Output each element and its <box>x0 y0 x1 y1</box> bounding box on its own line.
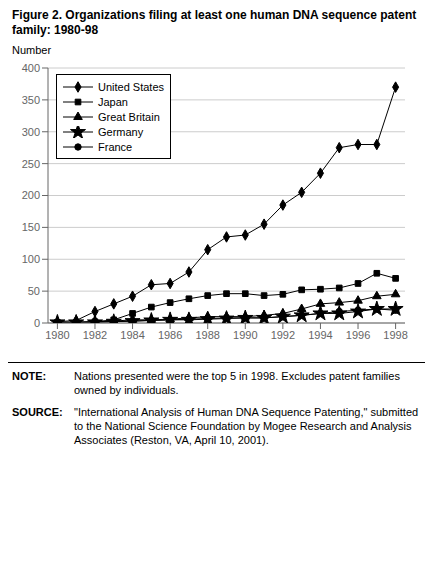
html-text:Great Britain: Great Britain <box>98 110 160 123</box>
svg-text:1988: 1988 <box>195 329 219 341</box>
svg-text:350: 350 <box>22 94 40 106</box>
html-text:SOURCE:: SOURCE: <box>12 406 63 418</box>
html-text:Figure 2. Organizations filing: Figure 2. Organizations filing at least … <box>12 8 417 37</box>
svg-text:1992: 1992 <box>271 329 295 341</box>
html-text:Number: Number <box>12 44 52 56</box>
svg-text:1994: 1994 <box>308 329 332 341</box>
svg-text:1982: 1982 <box>83 329 107 341</box>
svg-text:1984: 1984 <box>120 329 144 341</box>
html-text:"International Analysis of Hum: "International Analysis of Human DNA Seq… <box>74 406 419 446</box>
svg-text:150: 150 <box>22 221 40 233</box>
svg-text:200: 200 <box>22 189 40 201</box>
svg-text:1986: 1986 <box>158 329 182 341</box>
svg-text:50: 50 <box>28 285 40 297</box>
html-text:Japan: Japan <box>98 95 128 108</box>
svg-text:100: 100 <box>22 253 40 265</box>
svg-text:0: 0 <box>34 317 40 329</box>
svg-text:300: 300 <box>22 126 40 138</box>
svg-text:1980: 1980 <box>45 329 69 341</box>
svg-text:250: 250 <box>22 158 40 170</box>
svg-text:1998: 1998 <box>383 329 407 341</box>
html-text:Nations presented were the top: Nations presented were the top 5 in 1998… <box>74 370 400 396</box>
html-text:France: France <box>98 140 133 153</box>
svg-text:400: 400 <box>22 62 40 74</box>
svg-text:1996: 1996 <box>346 329 370 341</box>
html-text:Germany: Germany <box>98 125 144 138</box>
html-text:NOTE:: NOTE: <box>12 370 47 382</box>
html-text:United States: United States <box>98 80 164 93</box>
svg-text:1990: 1990 <box>233 329 257 341</box>
